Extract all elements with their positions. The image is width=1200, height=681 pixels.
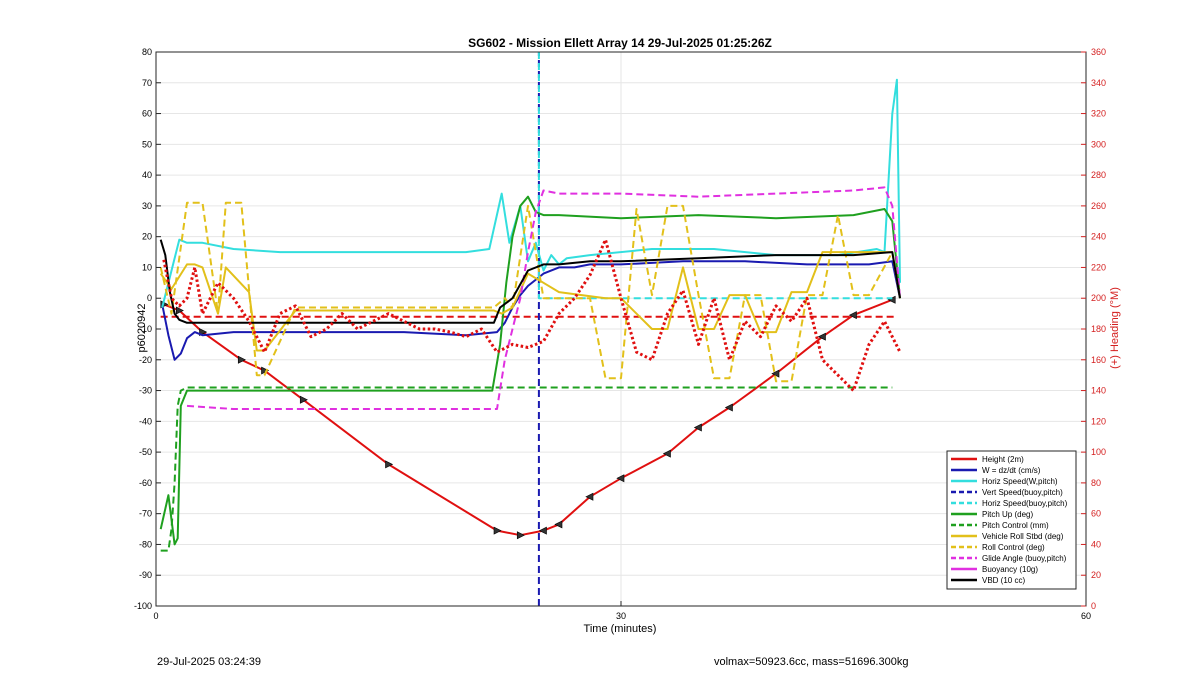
y-right-tick-label: 360: [1091, 47, 1106, 57]
legend-label-roll: Vehicle Roll Stbd (deg): [982, 532, 1064, 541]
height-marker: [817, 332, 826, 341]
height-marker: [662, 449, 671, 458]
y-tick-label: 30: [142, 201, 152, 211]
chart-title: SG602 - Mission Ellett Array 14 29-Jul-2…: [468, 36, 772, 50]
y-right-tick-label: 220: [1091, 262, 1106, 272]
y-tick-label: -80: [139, 539, 152, 549]
y-tick-label: 60: [142, 109, 152, 119]
height-marker: [771, 369, 780, 378]
y-right-tick-label: 140: [1091, 386, 1106, 396]
y-right-tick-label: 340: [1091, 78, 1106, 88]
series-line-glide: [186, 186, 901, 410]
x-tick-label: 30: [616, 611, 626, 621]
y-tick-label: -40: [139, 416, 152, 426]
height-marker: [724, 403, 733, 412]
y-right-tick-label: 60: [1091, 509, 1101, 519]
y-right-tick-label: 240: [1091, 232, 1106, 242]
y-right-tick-label: 160: [1091, 355, 1106, 365]
legend-label-pitch_ctrl: Pitch Control (mm): [982, 521, 1049, 530]
y-tick-label: -100: [134, 601, 152, 611]
y-right-tick-label: 320: [1091, 109, 1106, 119]
y-right-tick-label: 120: [1091, 416, 1106, 426]
series-line-horiz_buoy: [537, 52, 893, 300]
height-marker: [299, 395, 308, 404]
y-tick-label: -50: [139, 447, 152, 457]
height-marker: [385, 460, 394, 469]
y-tick-label: -60: [139, 478, 152, 488]
footer-timestamp: 29-Jul-2025 03:24:39: [157, 656, 261, 668]
legend-label-horiz_buoy: Horiz Speed(buoy,pitch): [982, 499, 1068, 508]
legend-label-w: W = dz/dt (cm/s): [982, 466, 1041, 475]
height-marker: [848, 311, 857, 320]
legend-label-vbd: VBD (10 cc): [982, 576, 1025, 585]
y-right-tick-label: 100: [1091, 447, 1106, 457]
legend-box: [946, 450, 1077, 590]
y-right-tick-label: 40: [1091, 539, 1101, 549]
height-marker: [554, 520, 563, 529]
height-marker: [237, 355, 246, 364]
x-tick-label: 0: [153, 611, 158, 621]
y-tick-label: 70: [142, 78, 152, 88]
y-tick-label: -70: [139, 509, 152, 519]
y-right-tick-label: 80: [1091, 478, 1101, 488]
tick-labels: -100-90-80-70-60-50-40-30-20-10010203040…: [134, 47, 1106, 621]
y-tick-label: 40: [142, 170, 152, 180]
height-marker: [693, 423, 702, 432]
y-right-tick-label: 180: [1091, 324, 1106, 334]
legend-label-height: Height (2m): [982, 455, 1024, 464]
legend: Height (2m) W = dz/dt (cm/s) Horiz Speed(W…: [946, 450, 1077, 590]
y-tick-label: -10: [139, 324, 152, 334]
legend-label-pitch_up: Pitch Up (deg): [982, 510, 1033, 519]
series-line-roll_ctrl: [159, 201, 894, 383]
legend-label-vert_buoy: Vert Speed(buoy,pitch): [982, 488, 1063, 497]
series-line-heading: [162, 238, 902, 393]
y-axis-label-right: (+) Heading (°M): [1109, 287, 1121, 369]
height-marker: [538, 526, 547, 535]
x-tick-label: 60: [1081, 611, 1091, 621]
legend-label-roll_ctrl: Roll Control (deg): [982, 543, 1045, 552]
y-right-tick-label: 280: [1091, 170, 1106, 180]
plot-series: [159, 52, 902, 606]
y-tick-label: -20: [139, 355, 152, 365]
y-tick-label: 80: [142, 47, 152, 57]
y-right-tick-label: 20: [1091, 570, 1101, 580]
y-tick-label: 50: [142, 139, 152, 149]
y-tick-label: 10: [142, 262, 152, 272]
x-axis-label: Time (minutes): [584, 623, 657, 635]
series-line-roll: [159, 251, 901, 352]
y-tick-label: 20: [142, 232, 152, 242]
y-right-tick-label: 0: [1091, 601, 1096, 611]
series-line-height: [163, 298, 893, 537]
height-marker: [616, 474, 625, 483]
y-tick-label: -90: [139, 570, 152, 580]
y-right-tick-label: 300: [1091, 139, 1106, 149]
series-line-vbd: [159, 239, 901, 324]
legend-label-horiz_pitch: Horiz Speed(W,pitch): [982, 477, 1058, 486]
height-marker: [175, 306, 184, 315]
y-right-tick-label: 200: [1091, 293, 1106, 303]
footer-stats: volmax=50923.6cc, mass=51696.300kg: [714, 656, 909, 668]
series-line-pitch_ctrl: [160, 386, 893, 552]
legend-label-buoy: Buoyancy (10g): [982, 565, 1038, 574]
y-axis-label: p6020942: [136, 304, 148, 353]
series-line-w: [161, 260, 901, 361]
legend-label-glide: Glide Angle (buoy,pitch): [982, 554, 1067, 563]
y-right-tick-label: 260: [1091, 201, 1106, 211]
y-tick-label: 0: [147, 293, 152, 303]
series-line-pitch_up: [159, 195, 901, 546]
height-marker: [516, 531, 525, 540]
y-tick-label: -30: [139, 386, 152, 396]
height-marker: [585, 492, 594, 501]
height-marker: [493, 526, 502, 535]
